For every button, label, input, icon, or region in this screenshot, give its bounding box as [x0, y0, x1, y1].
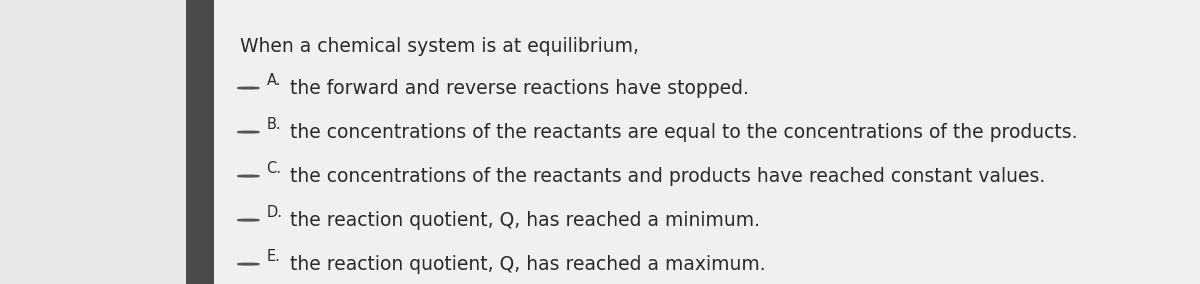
Text: A.: A.: [266, 73, 281, 88]
Text: D.: D.: [266, 205, 282, 220]
Text: E.: E.: [266, 249, 281, 264]
Text: C.: C.: [266, 161, 281, 176]
FancyBboxPatch shape: [214, 0, 1200, 284]
Text: the concentrations of the reactants are equal to the concentrations of the produ: the concentrations of the reactants are …: [290, 123, 1078, 141]
FancyBboxPatch shape: [186, 0, 214, 284]
Text: B.: B.: [266, 117, 281, 132]
Text: the concentrations of the reactants and products have reached constant values.: the concentrations of the reactants and …: [290, 167, 1045, 185]
Text: the reaction quotient, Q, has reached a minimum.: the reaction quotient, Q, has reached a …: [290, 211, 761, 229]
Text: When a chemical system is at equilibrium,: When a chemical system is at equilibrium…: [240, 37, 640, 56]
Text: the reaction quotient, Q, has reached a maximum.: the reaction quotient, Q, has reached a …: [290, 255, 766, 273]
Text: the forward and reverse reactions have stopped.: the forward and reverse reactions have s…: [290, 79, 749, 97]
